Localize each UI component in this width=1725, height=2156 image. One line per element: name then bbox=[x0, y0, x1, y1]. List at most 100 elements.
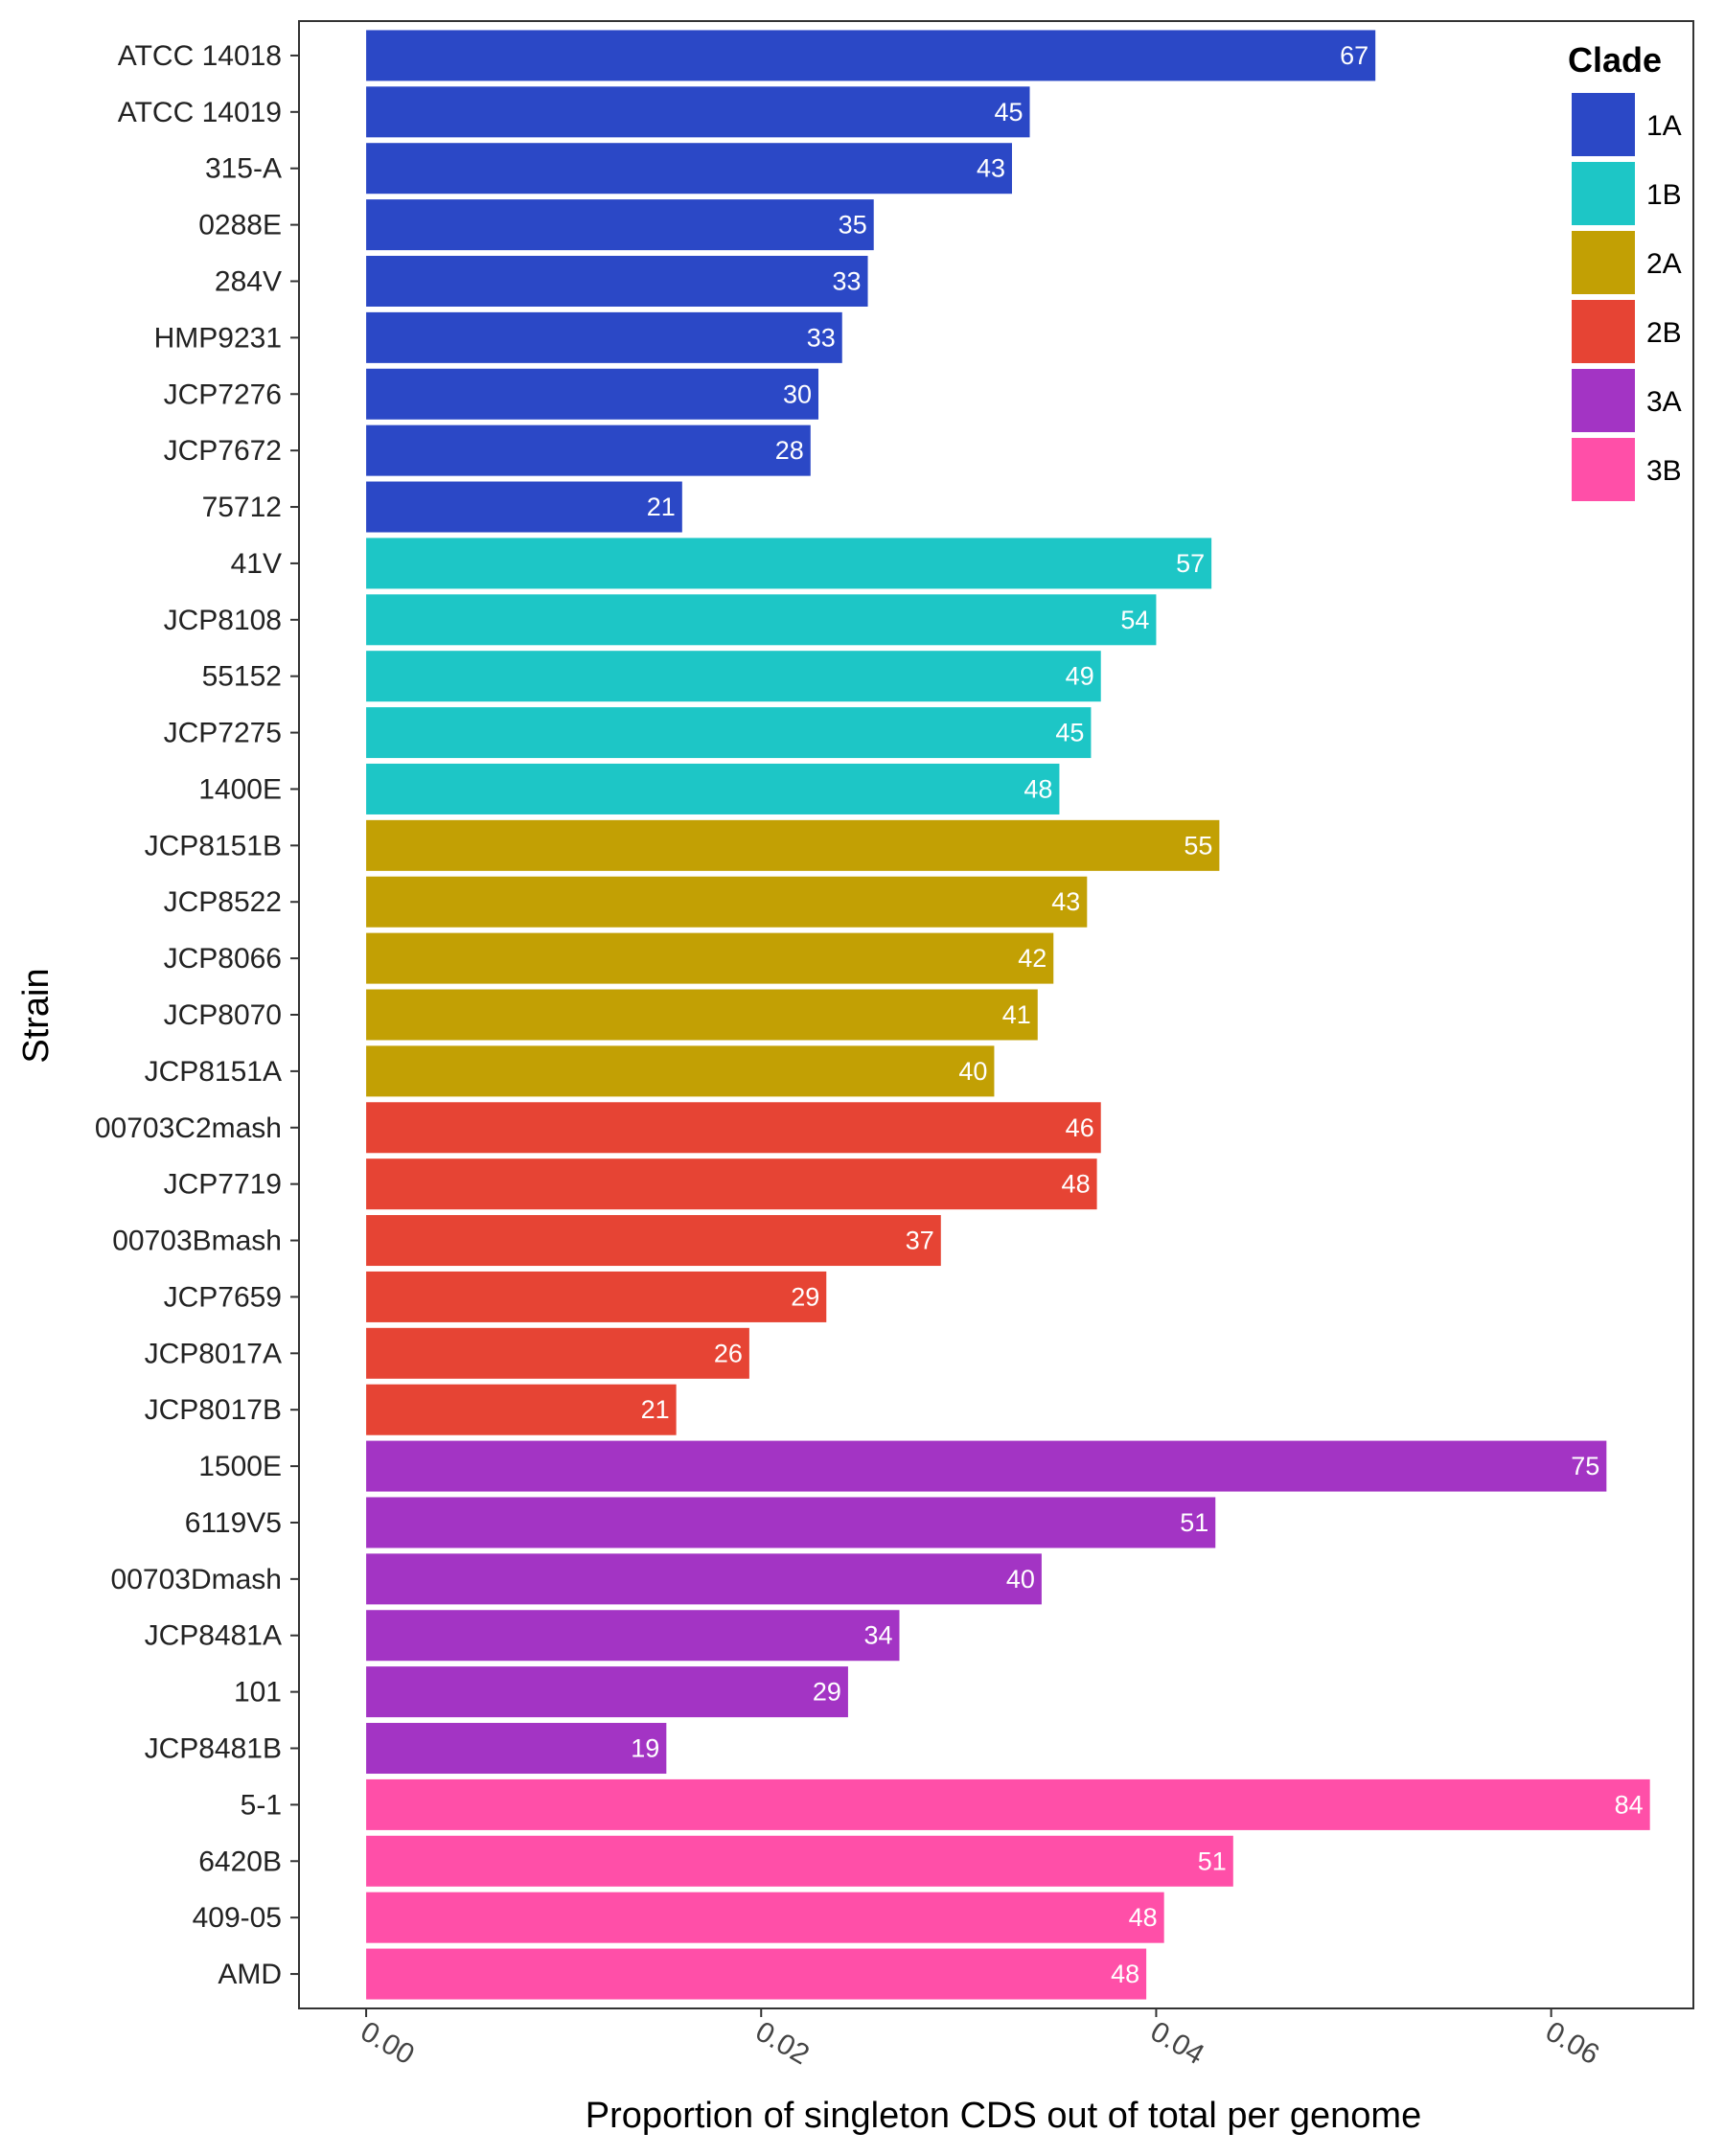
y-tick-label: ATCC 14018 bbox=[118, 40, 282, 72]
bar-55152 bbox=[366, 651, 1101, 702]
y-tick-label: JCP8151B bbox=[145, 830, 282, 861]
bar-value-label: 45 bbox=[994, 98, 1023, 126]
legend: Clade 1A 1B 2A 2B 3A 3B bbox=[1568, 40, 1682, 501]
bar-value-label: 29 bbox=[791, 1282, 819, 1311]
y-tick-label: JCP8070 bbox=[164, 999, 282, 1031]
bar-101 bbox=[366, 1666, 848, 1718]
bar-value-label: 54 bbox=[1120, 606, 1149, 634]
y-axis-title: Strain bbox=[16, 968, 57, 1063]
bar-hmp9231 bbox=[366, 311, 842, 363]
y-tick-label: JCP8481B bbox=[145, 1733, 282, 1765]
bar-amd bbox=[366, 1948, 1147, 2000]
y-axis-ticks bbox=[290, 54, 299, 1976]
y-tick-label: JCP7659 bbox=[164, 1281, 282, 1313]
bar-jcp8017b bbox=[366, 1384, 677, 1435]
legend-title: Clade bbox=[1568, 40, 1662, 80]
bar-1400e bbox=[366, 763, 1060, 814]
bar-00703c2mash bbox=[366, 1102, 1101, 1154]
y-tick-label: 101 bbox=[234, 1677, 282, 1709]
bar-6119v5 bbox=[366, 1497, 1216, 1548]
bar-value-label: 28 bbox=[775, 436, 804, 465]
bar-value-label: 67 bbox=[1340, 41, 1368, 70]
bar-value-label: 51 bbox=[1180, 1508, 1208, 1537]
bar-value-label: 48 bbox=[1129, 1903, 1158, 1932]
y-tick-label: 315-A bbox=[205, 153, 282, 185]
bar-value-label: 55 bbox=[1184, 831, 1212, 860]
bar-409-05 bbox=[366, 1892, 1164, 1943]
bar-jcp7719 bbox=[366, 1158, 1097, 1210]
bar-5-1 bbox=[366, 1778, 1650, 1830]
legend-key-1a bbox=[1572, 93, 1635, 156]
bar-value-label: 43 bbox=[977, 154, 1005, 183]
bar-value-label: 21 bbox=[647, 493, 676, 521]
bar-jcp7276 bbox=[366, 368, 819, 420]
bar-jcp8481b bbox=[366, 1723, 667, 1775]
y-tick-label: JCP8017A bbox=[145, 1338, 282, 1369]
bars-group: 6745433533333028215754494548554342414046… bbox=[366, 30, 1650, 2000]
y-axis-labels: ATCC 14018 ATCC 14019 315-A 0288E 284V HMP923… bbox=[95, 40, 282, 1990]
y-tick-label: AMD bbox=[218, 1959, 282, 1990]
y-tick-label: JCP8151A bbox=[145, 1056, 282, 1088]
bar-315-a bbox=[366, 143, 1012, 195]
y-tick-label: 0288E bbox=[198, 210, 282, 241]
y-tick-label: 409-05 bbox=[193, 1902, 282, 1934]
bar-value-label: 48 bbox=[1024, 774, 1052, 803]
bar-value-label: 34 bbox=[863, 1621, 892, 1650]
bar-jcp7659 bbox=[366, 1271, 827, 1322]
bar-284v bbox=[366, 255, 868, 307]
y-tick-label: 1400E bbox=[198, 773, 282, 805]
y-tick-label: JCP7275 bbox=[164, 718, 282, 749]
bar-jcp8066 bbox=[366, 932, 1054, 984]
bar-value-label: 43 bbox=[1051, 887, 1080, 916]
y-tick-label: 00703Dmash bbox=[111, 1564, 282, 1595]
bar-value-label: 46 bbox=[1066, 1113, 1094, 1142]
bar-value-label: 19 bbox=[631, 1734, 659, 1763]
y-tick-label: 6420B bbox=[198, 1846, 282, 1877]
bar-value-label: 45 bbox=[1055, 719, 1084, 747]
legend-label: 3A bbox=[1646, 386, 1682, 418]
bar-value-label: 48 bbox=[1111, 1960, 1139, 1988]
legend-label: 2A bbox=[1646, 248, 1682, 280]
bar-value-label: 33 bbox=[807, 323, 836, 352]
y-tick-label: 00703C2mash bbox=[95, 1112, 282, 1144]
y-tick-label: 41V bbox=[231, 548, 282, 580]
legend-key-3b bbox=[1572, 438, 1635, 501]
x-axis-title: Proportion of singleton CDS out of total… bbox=[586, 2096, 1421, 2136]
y-tick-label: JCP8017B bbox=[145, 1394, 282, 1426]
bar-jcp8522 bbox=[366, 876, 1088, 928]
bar-value-label: 41 bbox=[1002, 1000, 1031, 1029]
y-tick-label: JCP8522 bbox=[164, 886, 282, 918]
bar-value-label: 51 bbox=[1198, 1846, 1227, 1875]
y-tick-label: 284V bbox=[215, 265, 282, 297]
plot-panel-border bbox=[298, 20, 1694, 2009]
legend-label: 3B bbox=[1646, 455, 1682, 487]
legend-key-2b bbox=[1572, 300, 1635, 363]
bar-value-label: 37 bbox=[906, 1227, 934, 1255]
bar-value-label: 29 bbox=[813, 1678, 841, 1707]
y-tick-label: 00703Bmash bbox=[112, 1226, 282, 1257]
y-tick-label: 75712 bbox=[202, 492, 282, 523]
legend-key-1b bbox=[1572, 162, 1635, 225]
y-tick-label: JCP8066 bbox=[164, 943, 282, 975]
bar-value-label: 57 bbox=[1176, 549, 1205, 578]
bar-41v bbox=[366, 538, 1212, 589]
bar-jcp8481a bbox=[366, 1610, 900, 1662]
bar-00703bmash bbox=[366, 1215, 941, 1267]
y-tick-label: 1500E bbox=[198, 1451, 282, 1482]
y-tick-label: JCP8108 bbox=[164, 605, 282, 636]
legend-key-2a bbox=[1572, 231, 1635, 294]
y-tick-label: JCP7672 bbox=[164, 435, 282, 467]
y-tick-label: JCP8481A bbox=[145, 1620, 282, 1652]
y-tick-label: JCP7719 bbox=[164, 1169, 282, 1201]
bar-jcp7275 bbox=[366, 707, 1092, 759]
bar-value-label: 26 bbox=[714, 1339, 743, 1367]
bar-value-label: 21 bbox=[641, 1395, 670, 1424]
legend-key-3a bbox=[1572, 369, 1635, 432]
bar-value-label: 40 bbox=[1006, 1565, 1035, 1594]
bar-0288e bbox=[366, 199, 874, 251]
y-tick-label: JCP7276 bbox=[164, 378, 282, 410]
bar-6420b bbox=[366, 1835, 1233, 1887]
bar-value-label: 30 bbox=[783, 379, 812, 408]
bar-value-label: 84 bbox=[1615, 1790, 1644, 1819]
